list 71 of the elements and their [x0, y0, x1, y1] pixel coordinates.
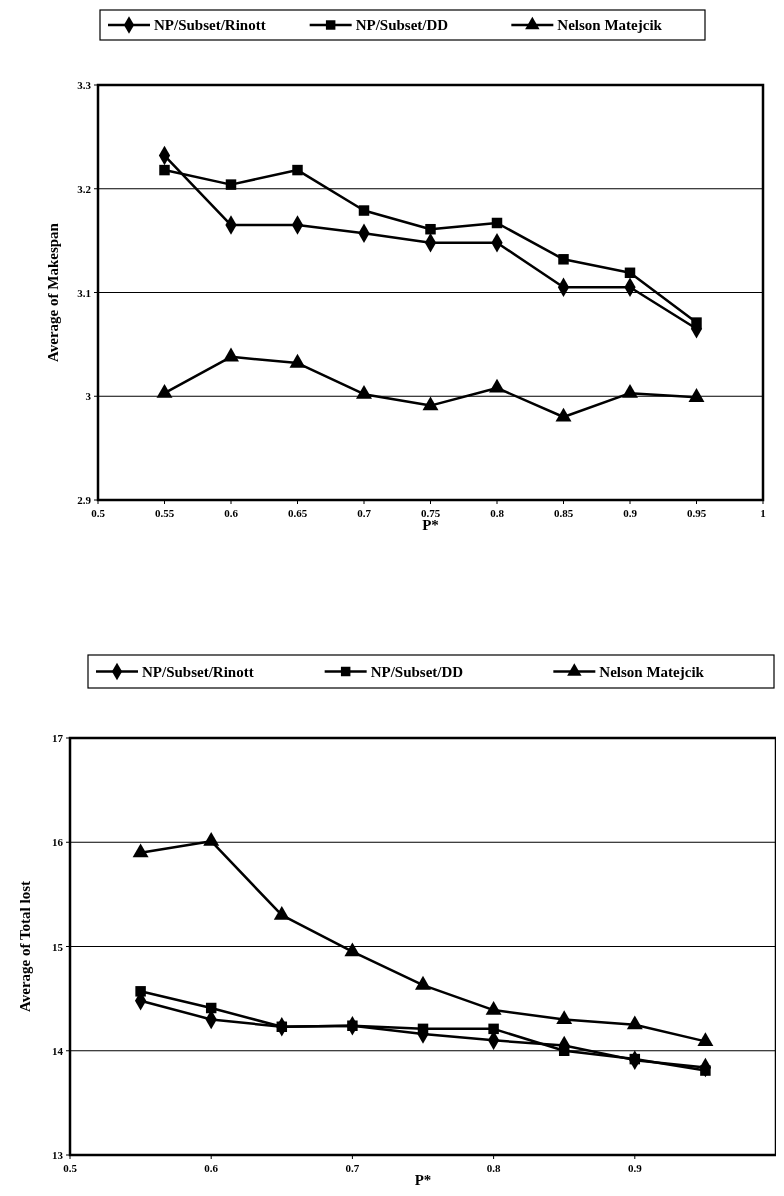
point	[223, 347, 239, 362]
point	[356, 384, 372, 399]
x-tick-label: 0.6	[204, 1162, 219, 1174]
point	[488, 1023, 499, 1035]
point	[135, 986, 146, 997]
y-tick-label: 3.2	[77, 182, 92, 195]
point	[556, 1010, 573, 1025]
y-tick-label: 16	[52, 836, 64, 849]
point	[485, 1000, 502, 1015]
x-tick-label: 0.7	[345, 1162, 360, 1174]
legend-label: NP/Subset/Rinott	[142, 663, 254, 680]
point	[203, 832, 220, 846]
x-tick-label: 0.5	[91, 507, 106, 519]
point	[688, 388, 705, 402]
y-tick-label: 3	[85, 390, 92, 403]
point	[132, 843, 149, 858]
point	[159, 164, 170, 176]
point	[205, 1002, 217, 1014]
point	[358, 205, 370, 216]
point	[422, 396, 439, 411]
point	[156, 383, 173, 398]
y-tick-label: 3.1	[77, 286, 91, 299]
x-tick-label: 0.9	[623, 507, 638, 519]
legend-label: NP/Subset/DD	[370, 663, 464, 680]
point	[415, 975, 431, 990]
y-axis-title: Average of Makespan	[45, 222, 61, 362]
x-axis-title: P*	[414, 1172, 432, 1188]
point	[629, 1053, 641, 1065]
x-tick-label: 1	[760, 507, 766, 519]
legend-label: NP/Subset/DD	[355, 17, 449, 33]
y-tick-label: 2.9	[77, 494, 92, 506]
point	[626, 1015, 643, 1030]
point	[225, 179, 237, 190]
point	[555, 407, 572, 422]
legend-label: NP/Subset/Rinott	[154, 17, 266, 33]
x-tick-label: 0.8	[490, 507, 505, 519]
y-tick-label: 15	[52, 940, 64, 953]
point	[292, 164, 303, 176]
point	[347, 1020, 358, 1031]
x-tick-label: 0.8	[486, 1162, 501, 1174]
point	[691, 317, 702, 328]
point	[624, 267, 636, 279]
point	[491, 217, 503, 229]
y-tick-label: 3.3	[77, 79, 92, 91]
point	[289, 353, 306, 368]
x-tick-label: 0.6	[224, 507, 239, 519]
point	[344, 942, 361, 957]
x-tick-label: 0.7	[357, 507, 372, 519]
x-tick-label: 0.75	[420, 507, 441, 519]
point	[276, 1021, 288, 1033]
y-tick-label: 17	[52, 732, 64, 744]
legend-label: Nelson Matejcik	[599, 663, 705, 680]
x-tick-label: 0.55	[154, 507, 175, 519]
x-tick-label: 0.9	[627, 1162, 643, 1174]
point	[558, 254, 569, 265]
point	[489, 378, 505, 393]
point	[417, 1023, 429, 1035]
x-tick-label: 0.85	[553, 507, 574, 519]
y-tick-label: 13	[52, 1149, 64, 1161]
x-tick-label: 0.65	[287, 507, 308, 519]
point	[425, 223, 436, 235]
point	[273, 906, 290, 920]
point	[558, 1045, 570, 1056]
legend-label: Nelson Matejcik	[557, 17, 663, 33]
point	[700, 1065, 711, 1076]
x-tick-label: 0.95	[686, 507, 707, 519]
x-tick-label: 0.5	[63, 1162, 78, 1174]
x-axis-title: P*	[422, 517, 439, 533]
y-axis-title: Average of Total lost	[17, 881, 33, 1012]
point	[622, 383, 638, 398]
y-tick-label: 14	[52, 1044, 64, 1057]
